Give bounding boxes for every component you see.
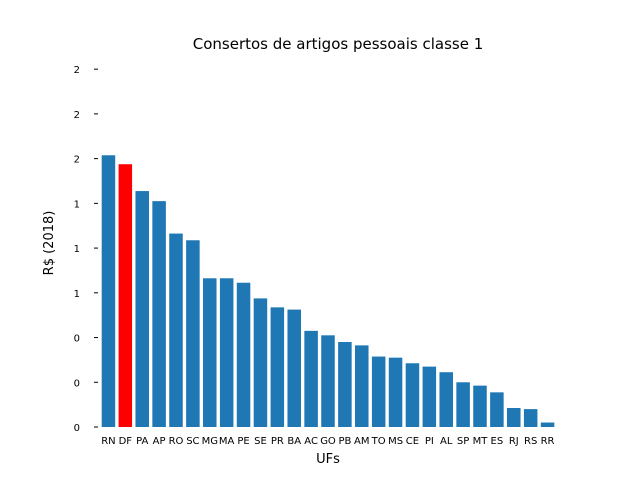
bar-rj	[507, 407, 521, 427]
bar-df	[118, 164, 133, 428]
x-tick-label-df: DF	[119, 436, 133, 447]
bar-es	[490, 392, 504, 427]
x-axis-label: UFs	[316, 452, 340, 467]
x-tick-label-pr: PR	[271, 436, 284, 447]
bar-se	[253, 298, 268, 427]
bars-group	[101, 155, 555, 428]
y-tick-label: 0	[74, 334, 80, 345]
bar-ac	[304, 330, 318, 427]
bar-pb	[338, 342, 352, 427]
x-tick-label-pi: PI	[425, 436, 434, 447]
bar-rr	[540, 422, 555, 427]
x-tick-label-am: AM	[354, 436, 369, 447]
x-tick-label-ap: AP	[153, 436, 166, 447]
x-tick-label-ma: MA	[219, 436, 235, 447]
bar-pa	[135, 191, 149, 427]
x-tick-label-sp: SP	[457, 436, 469, 447]
bar-rn	[101, 155, 116, 427]
x-tick-label-go: GO	[320, 436, 336, 447]
x-tick-label-ms: MS	[388, 436, 403, 447]
y-tick-label: 1	[74, 199, 80, 210]
bar-am	[355, 345, 369, 427]
y-tick-label: 2	[74, 65, 80, 76]
y-tick-label: 2	[74, 155, 80, 166]
bar-pr	[270, 307, 285, 427]
x-tick-label-ce: CE	[406, 436, 419, 447]
bar-rs	[523, 409, 538, 427]
chart-title: Consertos de artigos pessoais classe 1	[193, 35, 484, 53]
y-tick-label: 2	[74, 110, 80, 121]
bar-ba	[287, 309, 301, 427]
x-tick-label-rs: RS	[524, 436, 537, 447]
bar-ap	[152, 201, 166, 427]
bar-sp	[456, 382, 470, 427]
y-ticks-group: 0 0 0 1 1 1 2 2 2	[74, 65, 98, 434]
bar-sc	[186, 240, 200, 427]
bar-mg	[203, 278, 217, 427]
bar-ma	[219, 278, 234, 427]
x-tick-label-rj: RJ	[509, 436, 519, 447]
x-tick-label-se: SE	[254, 436, 267, 447]
x-tick-label-mt: MT	[473, 436, 489, 447]
bar-ro	[169, 233, 183, 427]
bar-to	[371, 356, 386, 427]
x-tick-label-rn: RN	[101, 436, 115, 447]
x-ticks-group: RN DF PA AP RO SC MG MA PE SE PR BA AC GO PB AM TO MS CE PI…	[101, 436, 554, 447]
x-tick-label-pb: PB	[338, 436, 351, 447]
bar-go	[321, 335, 335, 427]
x-tick-label-es: ES	[491, 436, 504, 447]
x-tick-label-rr: RR	[541, 436, 555, 447]
y-tick-label: 1	[74, 244, 80, 255]
bar-ms	[388, 357, 403, 427]
y-axis-label: R$ (2018)	[42, 211, 57, 276]
y-tick-label: 0	[74, 378, 80, 389]
x-tick-label-pa: PA	[136, 436, 148, 447]
y-tick-label: 1	[74, 289, 80, 300]
bar-mt	[473, 385, 487, 427]
bar-pe	[236, 282, 251, 427]
x-tick-label-ba: BA	[287, 436, 301, 447]
x-tick-label-sc: SC	[186, 436, 199, 447]
x-tick-label-ro: RO	[169, 436, 184, 447]
x-tick-label-to: TO	[371, 436, 386, 447]
bar-al	[439, 372, 453, 427]
bar-ce	[405, 363, 420, 427]
x-tick-label-ac: AC	[304, 436, 318, 447]
x-tick-label-pe: PE	[237, 436, 249, 447]
y-tick-label: 0	[74, 423, 80, 434]
x-tick-label-mg: MG	[202, 436, 218, 447]
bar-pi	[422, 366, 437, 427]
x-tick-label-al: AL	[440, 436, 453, 447]
